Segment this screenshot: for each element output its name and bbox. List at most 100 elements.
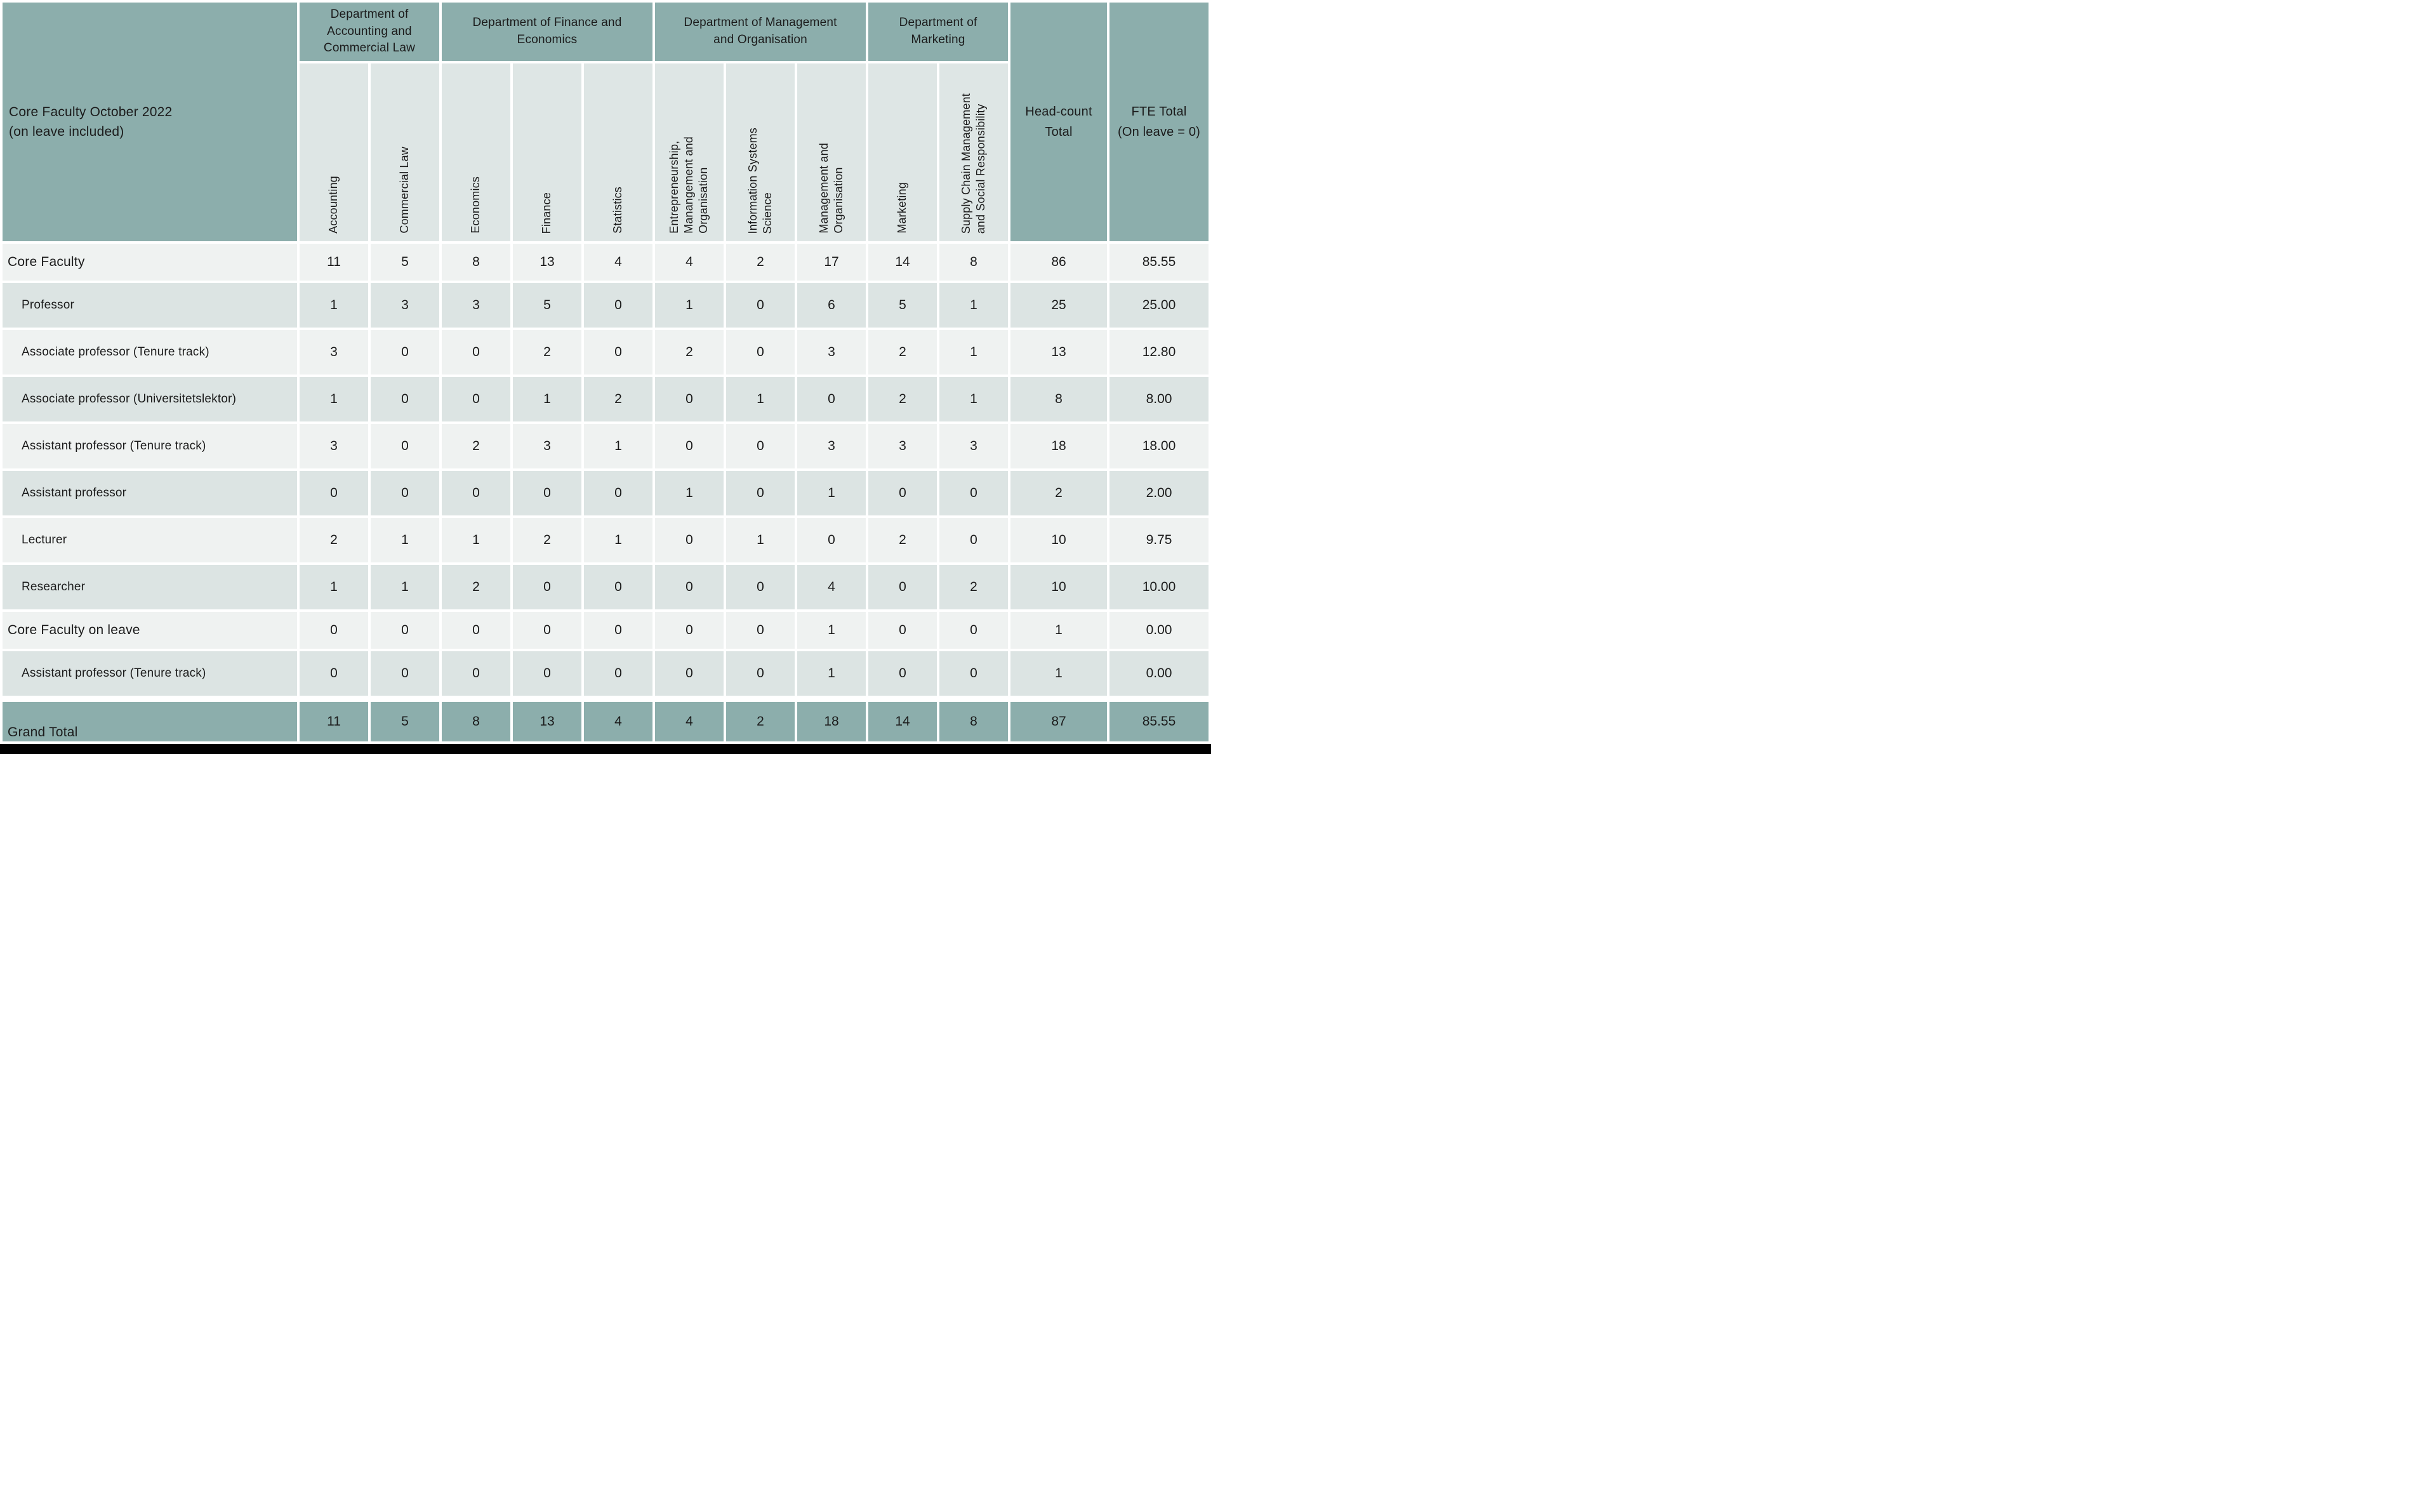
value-cell: 4	[797, 565, 866, 609]
fte-cell: 0.00	[1109, 651, 1209, 696]
value-cell: 2	[584, 377, 652, 421]
value-cell: 1	[939, 283, 1008, 328]
value-cell: 14	[868, 244, 937, 281]
subject-header-cell: Economics	[442, 63, 510, 241]
value-cell: 0	[300, 471, 368, 515]
row-label: Assistant professor	[3, 471, 297, 515]
fte-cell: 25.00	[1109, 283, 1209, 328]
table-row: Assistant professor (Tenure track) 0 0 0 0 0 0…	[3, 651, 1209, 696]
value-cell: 1	[371, 565, 439, 609]
subject-header-label: Information Systems Science	[746, 127, 774, 234]
value-cell: 2	[939, 565, 1008, 609]
subject-header-cell: Accounting	[300, 63, 368, 241]
value-cell: 2	[655, 330, 724, 375]
fte-cell: 85.55	[1109, 244, 1209, 281]
value-cell: 0	[939, 471, 1008, 515]
value-cell: 4	[655, 244, 724, 281]
value-cell: 11	[300, 702, 368, 741]
subject-header-label: Finance	[540, 192, 553, 234]
subject-header-cell: Marketing	[868, 63, 937, 241]
value-cell: 1	[939, 330, 1008, 375]
value-cell: 0	[442, 471, 510, 515]
value-cell: 0	[655, 565, 724, 609]
spacer-cell	[3, 698, 1209, 700]
value-cell: 3	[513, 424, 581, 468]
department-header: Department of Management and Organisatio…	[655, 3, 866, 61]
value-cell: 1	[726, 518, 795, 562]
row-label: Researcher	[3, 565, 297, 609]
value-cell: 3	[939, 424, 1008, 468]
value-cell: 0	[513, 612, 581, 649]
value-cell: 2	[726, 244, 795, 281]
value-cell: 0	[939, 651, 1008, 696]
subject-header-label: Commercial Law	[398, 147, 411, 234]
value-cell: 0	[300, 651, 368, 696]
fte-cell: 10.00	[1109, 565, 1209, 609]
row-label: Lecturer	[3, 518, 297, 562]
value-cell: 3	[300, 330, 368, 375]
value-cell: 3	[300, 424, 368, 468]
report-title: Core Faculty October 2022 (on leave incl…	[9, 104, 173, 140]
core-faculty-table: Core Faculty October 2022 (on leave incl…	[0, 0, 1211, 744]
value-cell: 5	[371, 702, 439, 741]
value-cell: 1	[797, 651, 866, 696]
value-cell: 8	[442, 244, 510, 281]
table-row: Associate professor (Tenure track) 3 0 0 2 0 2…	[3, 330, 1209, 375]
grand-total-row: Grand Total 11 5 8 13 4 4 2 18 14 8 87 85.55	[3, 702, 1209, 741]
value-cell: 0	[442, 651, 510, 696]
subject-header-cell: Commercial Law	[371, 63, 439, 241]
value-cell: 0	[513, 471, 581, 515]
value-cell: 0	[371, 471, 439, 515]
value-cell: 0	[939, 612, 1008, 649]
value-cell: 0	[868, 565, 937, 609]
value-cell: 0	[584, 651, 652, 696]
row-label: Associate professor (Tenure track)	[3, 330, 297, 375]
table-body: Core Faculty 11 5 8 13 4 4 2 17 14 8 86 85.55 Profess…	[3, 244, 1209, 741]
table-row: Core Faculty 11 5 8 13 4 4 2 17 14 8 86 85.55	[3, 244, 1209, 281]
report-title-cell: Core Faculty October 2022 (on leave incl…	[3, 3, 297, 241]
value-cell: 13	[513, 702, 581, 741]
value-cell: 17	[797, 244, 866, 281]
head-count-cell: 2	[1010, 471, 1107, 515]
table-row: Associate professor (Universitetslektor)…	[3, 377, 1209, 421]
value-cell: 0	[371, 612, 439, 649]
department-header-row: Core Faculty October 2022 (on leave incl…	[3, 3, 1209, 241]
value-cell: 0	[726, 565, 795, 609]
subject-header-row: Accounting Commercial Law Economics Finance…	[3, 63, 1209, 241]
subject-header-label: Marketing	[896, 182, 909, 234]
fte-cell: 2.00	[1109, 471, 1209, 515]
subject-header-label: Economics	[469, 176, 482, 234]
value-cell: 0	[655, 377, 724, 421]
value-cell: 1	[939, 377, 1008, 421]
subject-header-cell: Information Systems Science	[726, 63, 795, 241]
subject-header-label: Supply Chain Management and Social Respo…	[959, 93, 987, 234]
value-cell: 0	[939, 518, 1008, 562]
value-cell: 3	[868, 424, 937, 468]
value-cell: 4	[655, 702, 724, 741]
value-cell: 1	[513, 377, 581, 421]
head-count-cell: 8	[1010, 377, 1107, 421]
value-cell: 18	[797, 702, 866, 741]
value-cell: 2	[726, 702, 795, 741]
head-count-cell: 18	[1010, 424, 1107, 468]
subject-header-cell: Finance	[513, 63, 581, 241]
bottom-bar	[0, 744, 1211, 754]
row-label: Grand Total	[3, 702, 297, 741]
value-cell: 4	[584, 244, 652, 281]
row-label: Assistant professor (Tenure track)	[3, 424, 297, 468]
head-count-cell: 87	[1010, 702, 1107, 741]
value-cell: 0	[584, 612, 652, 649]
head-count-cell: 1	[1010, 612, 1107, 649]
head-count-total-header: Head-count Total	[1010, 3, 1107, 241]
value-cell: 4	[584, 702, 652, 741]
value-cell: 0	[726, 612, 795, 649]
value-cell: 1	[655, 283, 724, 328]
department-header: Department of Finance and Economics	[442, 3, 652, 61]
value-cell: 3	[371, 283, 439, 328]
value-cell: 0	[371, 651, 439, 696]
value-cell: 1	[797, 471, 866, 515]
value-cell: 0	[584, 471, 652, 515]
value-cell: 2	[513, 518, 581, 562]
row-label: Associate professor (Universitetslektor)	[3, 377, 297, 421]
value-cell: 0	[584, 330, 652, 375]
